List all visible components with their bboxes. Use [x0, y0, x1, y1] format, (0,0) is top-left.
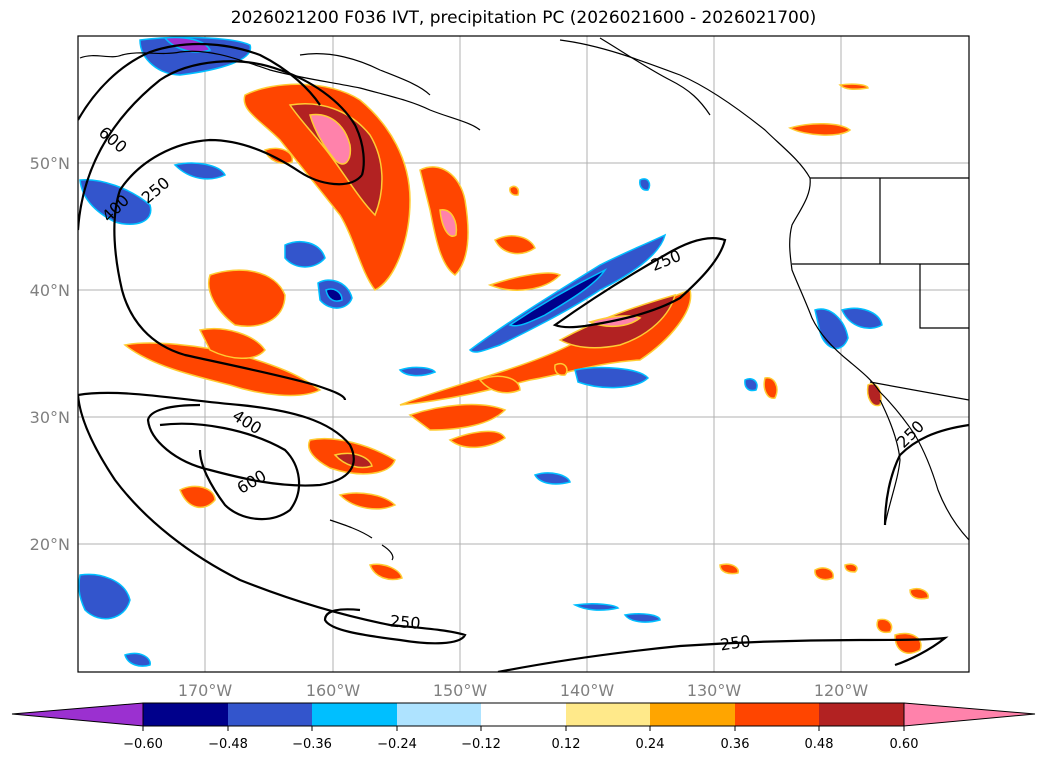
coastlines — [79, 37, 969, 561]
lat-label-40n: 40°N — [30, 281, 70, 300]
colorbar-segment — [819, 703, 904, 726]
colorbar-tick-labels: −0.60 −0.48 −0.36 −0.24 −0.12 0.12 0.24 … — [123, 737, 918, 752]
colorbar-tick-label: 0.36 — [721, 737, 750, 752]
lon-label-150w: 150°W — [433, 681, 488, 700]
lon-label-130w: 130°W — [687, 681, 742, 700]
colorbar-tick-label: −0.36 — [292, 737, 332, 752]
positive-anomaly-areas — [123, 83, 929, 654]
colorbar-tick-label: 0.24 — [636, 737, 665, 752]
latitude-labels: 50°N 40°N 30°N 20°N — [30, 154, 70, 554]
contour-label-250: 250 — [719, 631, 752, 654]
colorbar-tick-label: 0.12 — [552, 737, 581, 752]
colorbar-tick-label: 0.48 — [805, 737, 834, 752]
ivt-contours — [78, 42, 969, 672]
colorbar-extend-left — [11, 702, 144, 727]
map-frame — [77, 35, 970, 673]
colorbar-ticks — [142, 726, 905, 731]
colorbar-segment — [735, 703, 819, 726]
colorbar-tick-label: −0.48 — [208, 737, 248, 752]
gridlines — [78, 36, 969, 672]
colorbar-extend-right — [903, 702, 1036, 727]
colorbar: −0.60 −0.48 −0.36 −0.24 −0.12 0.12 0.24 … — [11, 702, 1036, 752]
colorbar-segment — [228, 703, 312, 726]
colorbar-tick-label: −0.24 — [377, 737, 417, 752]
colorbar-frame — [142, 702, 905, 727]
lat-label-50n: 50°N — [30, 154, 70, 173]
map-title: 2026021200 F036 IVT, precipitation PC (2… — [230, 8, 817, 28]
colorbar-segment — [481, 703, 566, 726]
lon-label-120w: 120°W — [814, 681, 869, 700]
colorbar-segment — [566, 703, 650, 726]
lon-label-160w: 160°W — [306, 681, 361, 700]
colorbar-segment — [312, 703, 397, 726]
negative-anomaly-areas — [78, 36, 883, 667]
lat-label-30n: 30°N — [30, 408, 70, 427]
colorbar-segment — [143, 703, 228, 726]
colorbar-tick-label: −0.60 — [123, 737, 163, 752]
lon-label-170w: 170°W — [178, 681, 233, 700]
lat-label-20n: 20°N — [30, 535, 70, 554]
colorbar-tick-label: 0.60 — [890, 737, 919, 752]
contour-label-250: 250 — [389, 611, 421, 633]
colorbar-tick-label: −0.12 — [461, 737, 501, 752]
longitude-labels: 170°W 160°W 150°W 140°W 130°W 120°W — [178, 681, 869, 700]
lon-label-140w: 140°W — [560, 681, 615, 700]
colorbar-segment — [397, 703, 481, 726]
colorbar-segment — [650, 703, 735, 726]
map-plot-area: 600 400 250 250 400 600 250 250 250 — [78, 36, 969, 672]
